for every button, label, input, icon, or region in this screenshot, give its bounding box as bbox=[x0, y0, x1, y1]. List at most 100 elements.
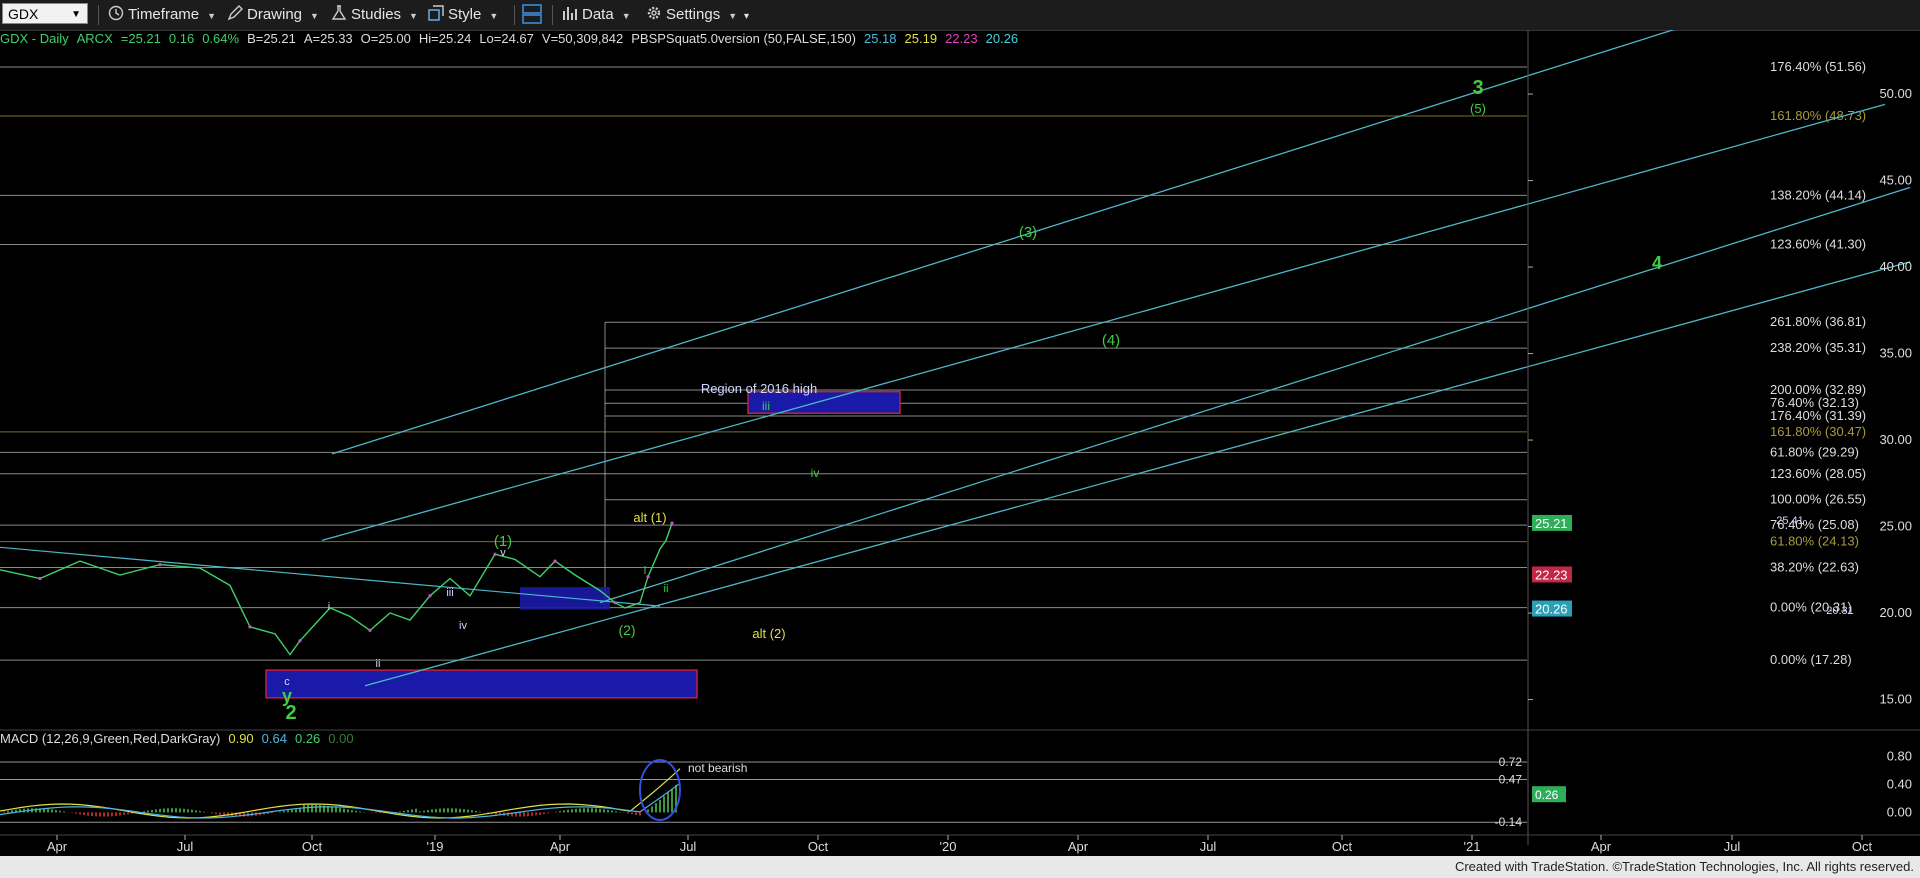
low-price: Lo=24.67 bbox=[479, 31, 534, 46]
exchange: ARCX bbox=[76, 31, 113, 46]
toolbar-divider bbox=[552, 5, 553, 25]
time-tick-label: Jul bbox=[680, 839, 697, 854]
price-tick-label: 50.00 bbox=[1879, 86, 1912, 101]
timeframe-label: Timeframe bbox=[128, 6, 200, 23]
wave-label: v bbox=[500, 547, 506, 559]
fib-level-label: 38.20% (22.63) bbox=[1770, 560, 1859, 575]
price-bar-marker bbox=[428, 594, 432, 598]
wave-label: (5) bbox=[1470, 101, 1486, 116]
price-marker-label: 22.23 bbox=[1535, 567, 1568, 582]
trend-channel-line bbox=[331, 30, 1675, 455]
data-label: Data bbox=[582, 6, 614, 23]
macd-value-2: 0.64 bbox=[261, 731, 287, 746]
wave-label: 2 bbox=[285, 702, 296, 724]
high-price: Hi=25.24 bbox=[418, 31, 472, 46]
fib-level-label: 176.40% (51.56) bbox=[1770, 59, 1866, 74]
layout-toggle[interactable] bbox=[522, 3, 546, 25]
macd-tick-label: 0.40 bbox=[1887, 776, 1912, 791]
wave-label: 4 bbox=[1652, 253, 1662, 273]
study-name: PBSPSquat5.0version (50,FALSE,150) bbox=[631, 31, 856, 46]
study-value-4: 20.26 bbox=[985, 31, 1019, 46]
time-tick-label: Apr bbox=[1068, 839, 1089, 854]
fib-level-label: 0.00% (17.28) bbox=[1770, 652, 1852, 667]
region-2016-high-zone bbox=[747, 390, 901, 414]
settings-label: Settings bbox=[666, 6, 721, 23]
channel-lines-layer bbox=[0, 30, 1911, 687]
study-value-3: 22.23 bbox=[945, 31, 978, 46]
macd-level-label: -0.14 bbox=[1495, 815, 1523, 829]
wave-label: iv bbox=[811, 466, 820, 480]
wave-label: alt (2) bbox=[752, 626, 785, 641]
pencil-icon bbox=[227, 5, 243, 21]
macd-panel: 0.80 0.40 0.00 0.72 0.47 -0.14 not bearish 0.26 bbox=[0, 748, 1912, 829]
price-bar-marker bbox=[298, 639, 302, 643]
price-tick-label: 25.00 bbox=[1879, 519, 1912, 534]
chart-style-icon bbox=[428, 5, 444, 21]
fib-level-label: 161.80% (48.73) bbox=[1770, 108, 1866, 123]
bar-chart-icon bbox=[562, 5, 578, 21]
trend-channel-line bbox=[599, 186, 1911, 604]
chevron-down-icon: ▼ bbox=[409, 11, 418, 21]
settings-menu[interactable]: Settings ▼ bbox=[646, 4, 737, 26]
chevron-down-icon: ▼ bbox=[310, 11, 319, 21]
fib-level-label: 0.00% (20.31) bbox=[1770, 600, 1852, 615]
fib-level-label: 138.20% (44.14) bbox=[1770, 187, 1866, 202]
studies-label: Studies bbox=[351, 6, 402, 23]
price-marker-label: 25.21 bbox=[1535, 516, 1568, 531]
fib-level-label: 61.80% (24.13) bbox=[1770, 534, 1859, 549]
wave-label: ii bbox=[376, 658, 381, 670]
price-marker bbox=[1532, 600, 1572, 617]
wave-label: iii bbox=[762, 399, 770, 413]
price-bar-marker bbox=[248, 625, 252, 629]
studies-menu[interactable]: Studies ▼ bbox=[331, 4, 418, 26]
fib-level-label: 261.80% (36.81) bbox=[1770, 314, 1866, 329]
wave-label: 20.31 bbox=[1826, 605, 1854, 617]
price-marker bbox=[1532, 566, 1572, 583]
price-axis: 15.0020.0025.0030.0035.0040.0045.0050.00… bbox=[0, 30, 1920, 845]
time-tick-label: '19 bbox=[427, 839, 444, 854]
timeframe-menu[interactable]: Timeframe ▼ bbox=[108, 4, 216, 26]
macd-marker bbox=[1532, 786, 1566, 803]
symbol-description: GDX - Daily bbox=[0, 31, 69, 46]
style-menu[interactable]: Style ▼ bbox=[428, 4, 498, 26]
price-tick-label: 15.00 bbox=[1879, 692, 1912, 707]
price-series-layer bbox=[0, 521, 674, 656]
panels-icon bbox=[522, 3, 542, 25]
fib-level-label: 76.40% (25.08) bbox=[1770, 517, 1859, 532]
wave-label: (3) bbox=[1019, 224, 1037, 241]
macd-info-line: MACD (12,26,9,Green,Red,DarkGray) 0.90 0.6… bbox=[0, 731, 362, 747]
trend-channel-line bbox=[364, 261, 1911, 687]
data-menu[interactable]: Data ▼ bbox=[562, 4, 631, 26]
macd-title: MACD (12,26,9,Green,Red,DarkGray) bbox=[0, 731, 221, 746]
time-tick-label: Jul bbox=[177, 839, 194, 854]
bid-price: B=25.21 bbox=[247, 31, 296, 46]
toolbar-divider bbox=[98, 5, 99, 25]
wave-label: iv bbox=[459, 620, 467, 632]
fib-level-label: 123.60% (28.05) bbox=[1770, 466, 1866, 481]
fib-level-label: 76.40% (32.13) bbox=[1770, 395, 1859, 410]
time-tick-label: Apr bbox=[1591, 839, 1612, 854]
chevron-down-icon: ▼ bbox=[71, 9, 81, 20]
drawing-menu[interactable]: Drawing ▼ bbox=[227, 4, 319, 26]
time-tick-label: Oct bbox=[808, 839, 829, 854]
fib-level-label: 200.00% (32.89) bbox=[1770, 382, 1866, 397]
time-tick-label: Jul bbox=[1724, 839, 1741, 854]
price-tick-label: 20.00 bbox=[1879, 605, 1912, 620]
price-chart[interactable]: 176.40% (51.56) 161.80% (48.73) 138.20% (4… bbox=[0, 30, 1920, 856]
time-tick-label: '21 bbox=[1464, 839, 1481, 854]
fib-level-label: 100.00% (26.55) bbox=[1770, 492, 1866, 507]
toolbar-overflow[interactable]: ▾ bbox=[744, 11, 750, 22]
chevron-down-icon: ▼ bbox=[728, 11, 738, 21]
wave-label: Region of 2016 high bbox=[701, 381, 817, 396]
macd-highlight-ellipse bbox=[639, 759, 681, 821]
macd-level-label: 0.47 bbox=[1499, 773, 1523, 787]
toolbar: GDX ▼ Timeframe ▼ Drawing ▼ Studies ▼ Style… bbox=[0, 0, 1920, 31]
wave-label: 25.41 bbox=[1776, 515, 1804, 527]
symbol-selector[interactable]: GDX ▼ bbox=[2, 3, 88, 24]
wave-label: iii bbox=[446, 587, 453, 599]
time-tick-label: Oct bbox=[302, 839, 323, 854]
time-tick-label: Apr bbox=[47, 839, 68, 854]
chevron-down-icon: ▼ bbox=[621, 11, 631, 21]
toolbar-divider bbox=[514, 5, 515, 25]
